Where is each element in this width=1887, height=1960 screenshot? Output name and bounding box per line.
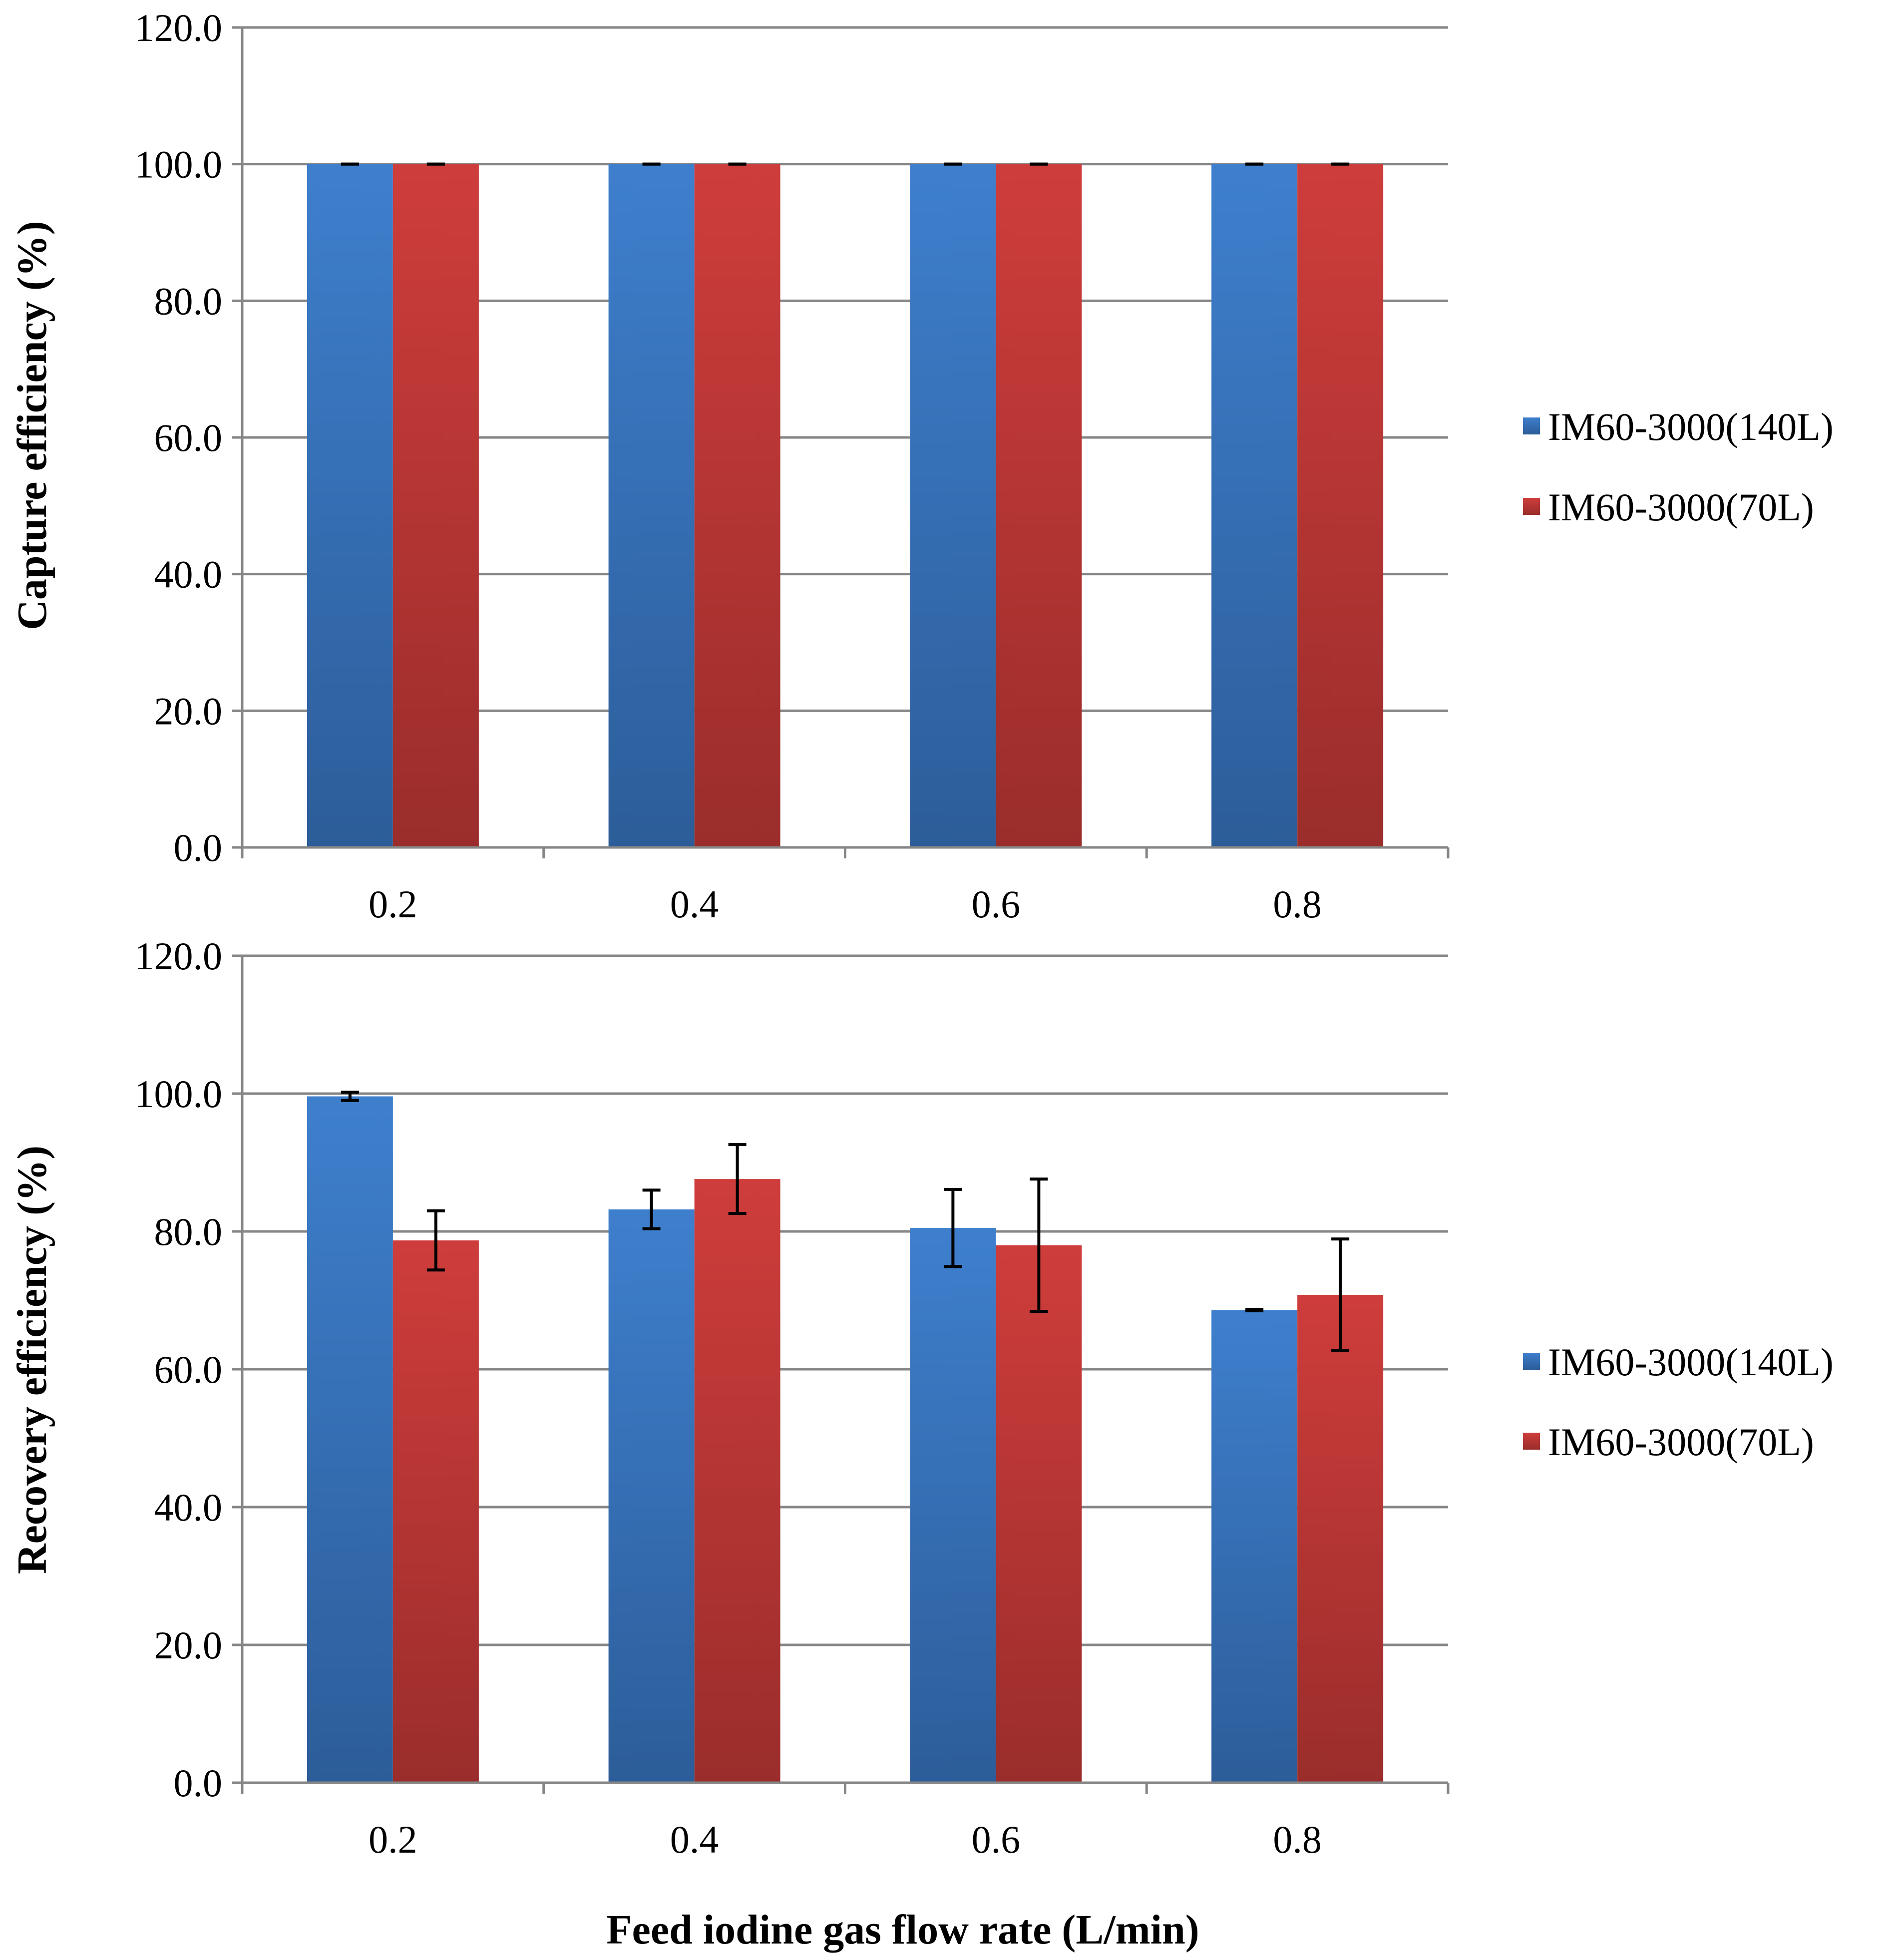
recovery-error-bar-140l-0.4	[642, 1188, 661, 1230]
capture-y-tick-label: 40.0	[154, 553, 223, 596]
recovery-bar-70l-0.8	[1297, 1294, 1384, 1783]
capture-y-ticks: 0.0 20.0 40.0 60.0 80.0 100.0 120.0	[135, 6, 223, 869]
capture-axes	[232, 26, 1450, 858]
capture-legend-label-70l: IM60-3000(70L)	[1548, 485, 1814, 529]
recovery-bar-70l-0.2	[392, 1240, 479, 1783]
capture-y-tick-label: 0.0	[174, 826, 223, 869]
recovery-y-ticks: 0.0 20.0 40.0 60.0 80.0 100.0 120.0	[135, 934, 223, 1805]
recovery-y-tick-label: 0.0	[174, 1761, 223, 1805]
capture-bar-140l-0.6	[910, 164, 996, 848]
x-axis-title: Feed iodine gas flow rate (L/min)	[606, 1907, 1199, 1953]
recovery-legend-swatch-70l	[1523, 1433, 1540, 1450]
capture-legend: IM60-3000(140L) IM60-3000(70L)	[1523, 405, 1834, 529]
recovery-error-bar-140l-0.8	[1245, 1307, 1264, 1312]
capture-bar-70l-0.4	[694, 164, 780, 848]
recovery-bars	[307, 1096, 1384, 1783]
recovery-legend-swatch-140l	[1523, 1353, 1540, 1370]
recovery-error-bar-140l-0.6	[944, 1187, 962, 1268]
recovery-x-tick-label: 0.8	[1273, 1818, 1322, 1861]
capture-bar-140l-0.8	[1211, 164, 1298, 848]
capture-bar-70l-0.6	[996, 164, 1082, 848]
recovery-y-tick-label: 100.0	[135, 1072, 223, 1116]
recovery-y-tick-label: 40.0	[154, 1486, 223, 1529]
capture-x-tick-label: 0.4	[670, 882, 719, 926]
capture-legend-label-140l: IM60-3000(140L)	[1548, 405, 1834, 448]
recovery-axes	[232, 954, 1450, 1794]
recovery-error-bar-70l-0.4	[728, 1143, 747, 1215]
recovery-error-bar-70l-0.8	[1331, 1237, 1350, 1352]
capture-bar-140l-0.4	[608, 164, 695, 848]
recovery-bar-140l-0.6	[910, 1228, 996, 1783]
capture-y-tick-label: 20.0	[154, 689, 223, 733]
recovery-x-tick-label: 0.2	[369, 1818, 417, 1861]
recovery-error-bars	[341, 1091, 1350, 1352]
recovery-legend: IM60-3000(140L) IM60-3000(70L)	[1523, 1340, 1834, 1464]
recovery-error-bar-70l-0.6	[1030, 1177, 1048, 1313]
recovery-y-tick-label: 60.0	[154, 1348, 223, 1391]
capture-x-tick-label: 0.8	[1273, 882, 1322, 926]
recovery-y-tick-label: 20.0	[154, 1623, 223, 1667]
capture-y-tick-label: 80.0	[154, 279, 223, 323]
capture-x-tick-label: 0.6	[972, 882, 1021, 926]
recovery-error-bar-70l-0.2	[426, 1209, 445, 1272]
capture-x-tick-label: 0.2	[369, 882, 417, 926]
recovery-x-tick-label: 0.6	[972, 1818, 1021, 1861]
recovery-bar-140l-0.2	[307, 1096, 393, 1783]
recovery-y-axis-title: Recovery efficiency (%)	[9, 1146, 55, 1574]
recovery-legend-label-70l: IM60-3000(70L)	[1548, 1420, 1814, 1464]
capture-x-ticks: 0.2 0.4 0.6 0.8	[369, 882, 1322, 926]
capture-legend-swatch-140l	[1523, 417, 1540, 434]
capture-y-tick-label: 100.0	[135, 143, 223, 186]
recovery-x-tick-label: 0.4	[670, 1818, 719, 1861]
capture-bar-70l-0.2	[392, 164, 479, 848]
recovery-bar-70l-0.4	[694, 1179, 780, 1783]
capture-legend-swatch-70l	[1523, 498, 1540, 515]
recovery-y-tick-label: 120.0	[135, 934, 223, 978]
recovery-bar-140l-0.8	[1211, 1310, 1298, 1783]
capture-bars	[307, 164, 1384, 848]
recovery-error-bar-140l-0.2	[341, 1091, 359, 1102]
recovery-x-ticks: 0.2 0.4 0.6 0.8	[369, 1818, 1322, 1861]
recovery-bar-70l-0.6	[996, 1245, 1082, 1783]
recovery-legend-label-140l: IM60-3000(140L)	[1548, 1340, 1834, 1384]
capture-y-axis-title: Capture efficiency (%)	[9, 221, 55, 630]
capture-bar-140l-0.2	[307, 164, 393, 848]
capture-y-tick-label: 120.0	[135, 6, 223, 49]
capture-bar-70l-0.8	[1297, 164, 1384, 848]
capture-y-tick-label: 60.0	[154, 416, 223, 459]
recovery-y-tick-label: 80.0	[154, 1210, 223, 1253]
recovery-bar-140l-0.4	[608, 1209, 695, 1783]
